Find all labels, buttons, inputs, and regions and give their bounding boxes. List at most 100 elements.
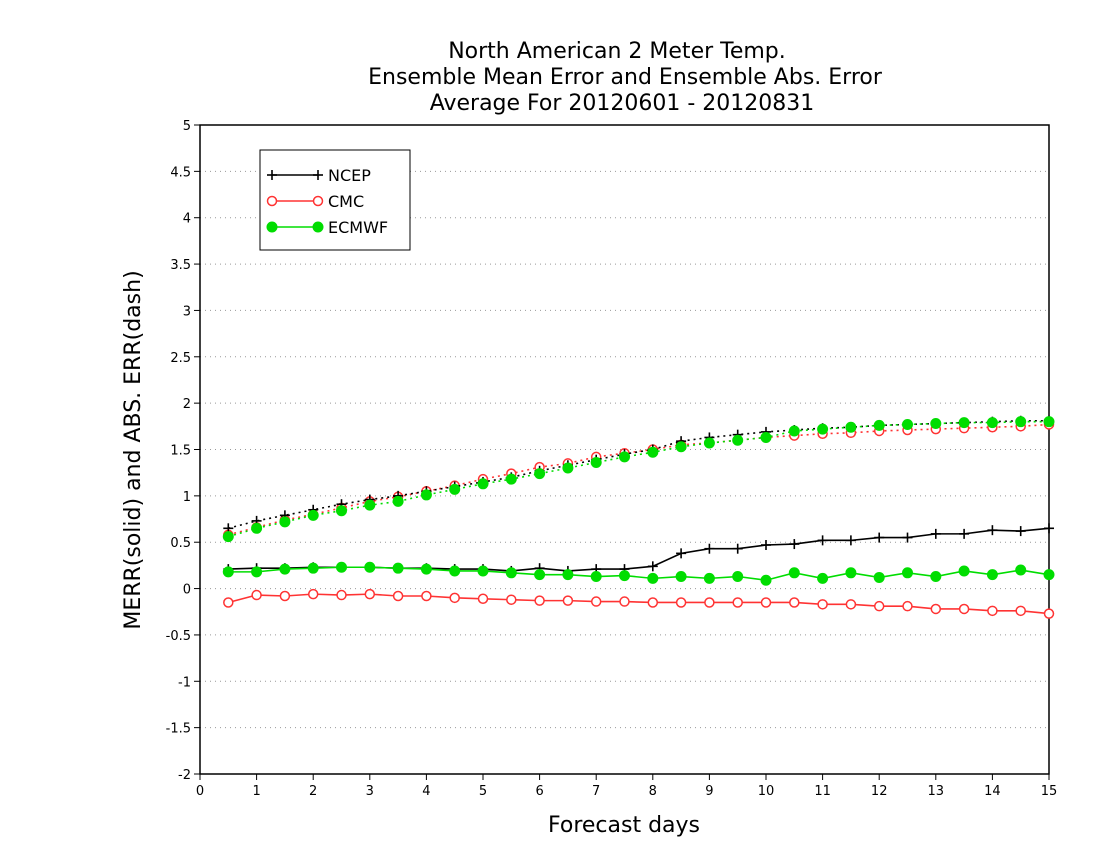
series-cmc-merr-point xyxy=(675,597,687,608)
x-tick-label: 1 xyxy=(252,784,260,799)
series-ecmwf-abs-err-point xyxy=(222,531,234,543)
series-ecmwf-merr-point xyxy=(817,572,829,584)
series-cmc-merr-point xyxy=(760,597,772,608)
series-ecmwf-merr-point xyxy=(251,566,263,578)
legend-item-cmc: CMC xyxy=(266,192,364,211)
series-ecmwf-abs-err-point xyxy=(760,431,772,443)
y-tick-label: 4 xyxy=(183,212,191,227)
series-cmc-abs-err-line xyxy=(228,423,1050,536)
series-ecmwf-abs-err-point xyxy=(505,473,517,485)
series-cmc-merr-point xyxy=(845,599,857,610)
series-ecmwf-abs-err-point xyxy=(336,505,347,517)
series-ecmwf-merr-point xyxy=(675,571,687,583)
series-ecmwf-merr-point xyxy=(562,569,574,581)
series-cmc-merr-line xyxy=(228,593,1050,615)
series-cmc-merr-point xyxy=(223,597,234,608)
series-ecmwf-abs-err-point xyxy=(817,423,829,435)
series-cmc-merr-point xyxy=(902,600,913,612)
legend-item-ncep: NCEP xyxy=(267,166,371,185)
series-ncep-merr-point xyxy=(930,528,941,539)
legend-label: ECMWF xyxy=(328,218,388,237)
series-ecmwf-abs-err-point xyxy=(279,516,291,528)
x-tick-label: 6 xyxy=(535,784,543,799)
series-ecmwf-merr-point xyxy=(420,563,432,575)
series-ecmwf-abs-err-point xyxy=(364,499,376,511)
series-cmc-merr-point xyxy=(336,589,347,601)
series-cmc-merr-point xyxy=(1015,605,1026,617)
series-ecmwf-merr-point xyxy=(845,567,857,579)
series-ecmwf-merr-point xyxy=(477,565,489,577)
y-tick-label: 4.5 xyxy=(170,165,191,180)
x-tick-label: 3 xyxy=(366,784,374,799)
legend-label: NCEP xyxy=(328,166,371,185)
series-cmc xyxy=(223,419,1055,619)
series-ecmwf-abs-err-point xyxy=(732,434,744,446)
series-ncep-merr-point xyxy=(647,561,658,572)
series-ecmwf-abs-err-point xyxy=(986,417,998,429)
chart-title-line-3: Average For 20120601 - 20120831 xyxy=(430,91,815,116)
legend-marker-start xyxy=(267,170,277,180)
series-ecmwf-merr-point xyxy=(279,563,291,575)
chart-title: North American 2 Meter Temp. Ensemble Me… xyxy=(368,39,883,116)
series-ecmwf-abs-err-point xyxy=(562,462,574,474)
series-ecmwf-abs-err-point xyxy=(930,418,942,430)
y-axis-label: MERR(solid) and ABS. ERR(dash) xyxy=(121,270,146,629)
plot-frame xyxy=(199,124,1050,775)
series-ncep-merr-point xyxy=(845,535,856,546)
series-cmc-merr-point xyxy=(279,590,291,602)
legend: NCEP CMC ECMWF xyxy=(259,149,411,251)
x-tick-label: 11 xyxy=(814,784,831,799)
series-ecmwf-merr-point xyxy=(703,572,715,584)
y-tick-label: -1 xyxy=(178,675,191,690)
series-ecmwf-abs-err-point xyxy=(619,451,630,463)
y-tick-label: 1 xyxy=(183,490,191,505)
legend-label: CMC xyxy=(328,192,364,211)
series-cmc-merr-point xyxy=(590,596,602,607)
series-ecmwf-merr-line xyxy=(228,566,1050,582)
x-tick-label: 12 xyxy=(871,784,888,799)
series-ncep-merr-point xyxy=(704,543,715,554)
y-tick-label: 5 xyxy=(183,119,191,134)
x-tick-label: 8 xyxy=(649,784,657,799)
series-ncep-merr-point xyxy=(874,532,885,543)
series-ncep-merr-point xyxy=(1044,523,1054,534)
series-ncep-merr-line xyxy=(228,527,1050,572)
series-ecmwf-merr-point xyxy=(1015,564,1027,576)
series-ecmwf-merr-point xyxy=(647,572,659,584)
series-cmc-merr-point xyxy=(421,590,432,602)
legend-box xyxy=(259,149,411,251)
series-cmc-merr-point xyxy=(392,590,404,602)
series-cmc-merr-point xyxy=(789,597,800,608)
series-ncep-merr-point xyxy=(761,539,771,550)
series-ecmwf-abs-err-point xyxy=(534,468,546,480)
series-ecmwf-abs-err-point xyxy=(845,421,857,433)
series-ncep-merr-point xyxy=(987,525,998,536)
series-cmc-merr-point xyxy=(477,593,489,605)
legend-marker-end xyxy=(313,170,323,180)
series-ecmwf-merr-point xyxy=(364,561,376,573)
legend-marker-end xyxy=(312,221,324,233)
x-tick-label: 5 xyxy=(479,784,487,799)
series-ecmwf-merr-point xyxy=(873,571,885,583)
series-ecmwf-abs-err-point xyxy=(449,483,461,495)
series-cmc-merr-point xyxy=(1043,608,1055,619)
series-ecmwf-abs-err-point xyxy=(392,495,404,507)
y-tick-label: 2.5 xyxy=(170,351,191,366)
series-cmc-merr-point xyxy=(987,605,998,617)
series-ecmwf-merr-point xyxy=(505,567,517,579)
series-ncep xyxy=(223,415,1054,576)
series-ncep-merr-point xyxy=(676,548,687,559)
series-ecmwf-merr-point xyxy=(534,569,546,581)
series-ncep-abs-err-line xyxy=(228,419,1049,530)
x-tick-label: 13 xyxy=(928,784,945,799)
y-tick-label: 3 xyxy=(183,304,191,319)
series-ncep-merr-point xyxy=(902,532,913,543)
x-axis-ticks: 0 1 2 3 4 5 6 7 8 9 10 11 12 13 14 15 xyxy=(196,774,1057,799)
series-cmc-merr-point xyxy=(930,603,942,615)
series-ncep-merr-point xyxy=(789,539,800,550)
series-ecmwf-abs-err-point xyxy=(788,425,800,437)
series-ecmwf-merr-point xyxy=(1043,569,1055,581)
series-cmc-merr-point xyxy=(704,597,715,608)
legend-marker-start xyxy=(266,195,278,207)
